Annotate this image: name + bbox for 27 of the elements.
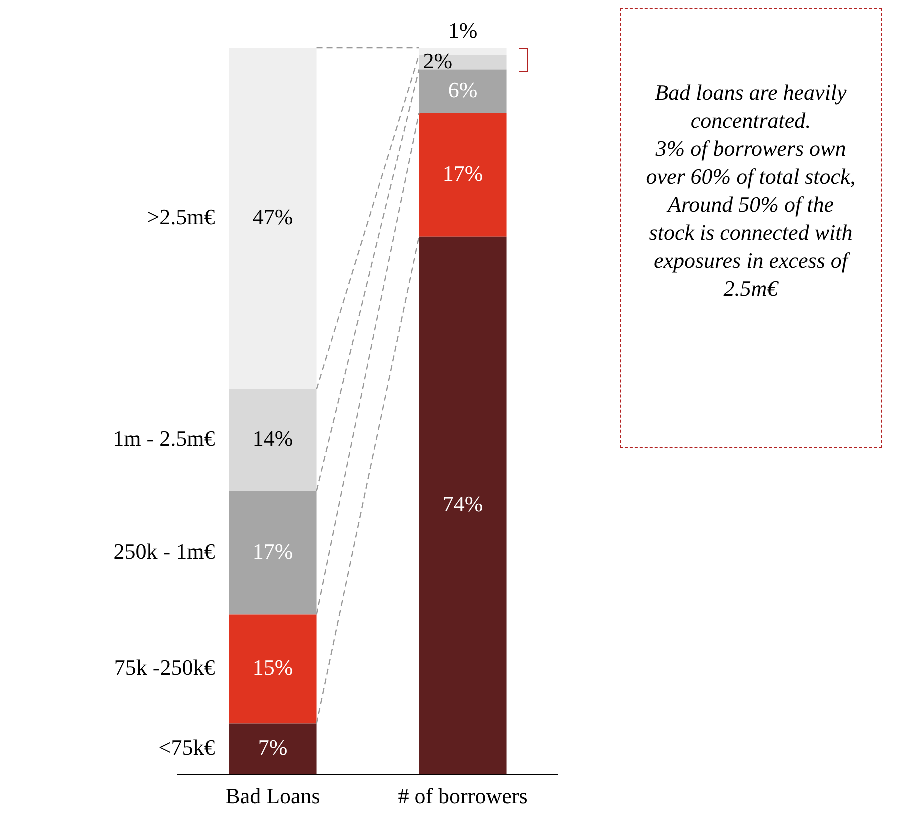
data-label: 6%	[448, 77, 478, 102]
bar	[229, 390, 317, 492]
data-label: 74%	[442, 492, 484, 517]
data-label: 17%	[442, 160, 484, 186]
bar	[229, 491, 317, 615]
series-label: 75k -250k€	[114, 655, 216, 680]
bar	[419, 113, 507, 237]
series-label: 250k - 1m€	[114, 538, 216, 564]
bar	[229, 614, 317, 724]
bar	[419, 70, 507, 114]
callout-box: Bad loans are heavily concentrated. 3% of borrowers own over 60% of total stock, Around 50% of the stock is connected with exposures in excess of 2.5m€	[620, 8, 882, 448]
data-label: 1%	[448, 18, 478, 43]
data-label: 17%	[252, 538, 294, 564]
x-tick-label: # of borrowers	[398, 784, 528, 809]
bar	[419, 48, 507, 56]
data-label: 2%	[423, 48, 453, 74]
x-tick-label: Bad Loans	[226, 784, 320, 809]
data-label: 47%	[252, 204, 294, 230]
series-label: <75k€	[158, 734, 216, 760]
series-label: >2.5m€	[147, 204, 216, 230]
bar	[229, 48, 317, 390]
data-label: 15%	[252, 655, 294, 680]
series-label: 1m - 2.5m€	[113, 426, 216, 452]
data-label: 7%	[258, 734, 288, 760]
bar	[419, 236, 507, 775]
bar	[229, 724, 317, 775]
data-label: 14%	[252, 426, 294, 452]
